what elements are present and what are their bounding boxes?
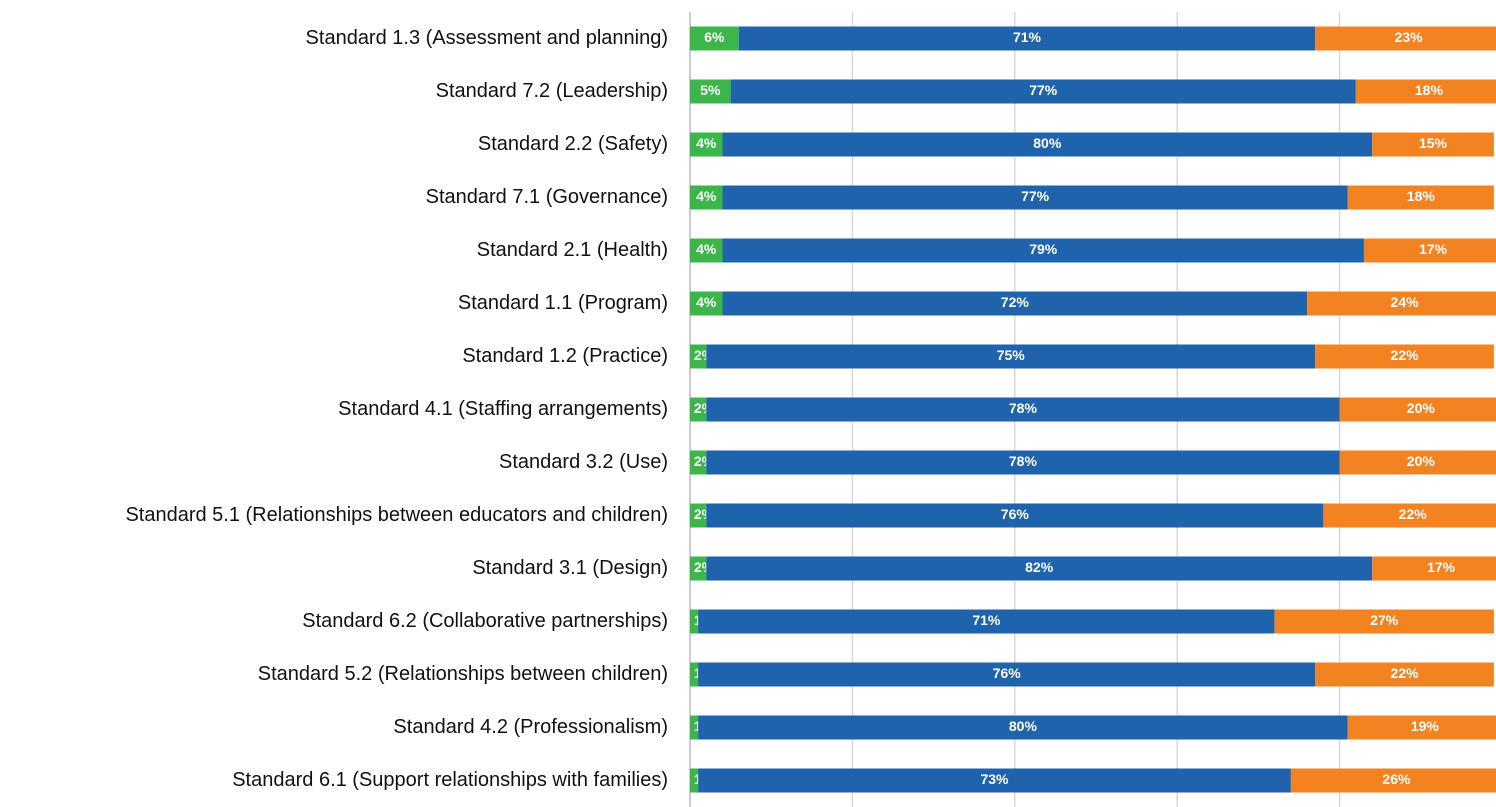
data-label: 17% bbox=[1419, 241, 1448, 257]
bar-segment bbox=[1339, 397, 1496, 422]
data-label: 73% bbox=[980, 771, 1009, 787]
data-label: 76% bbox=[1001, 506, 1030, 522]
y-tick-label: Standard 2.1 (Health) bbox=[477, 239, 668, 261]
bar-segment bbox=[690, 238, 723, 263]
data-label: 17% bbox=[1427, 559, 1456, 575]
y-tick-label: Standard 3.2 (Use) bbox=[499, 451, 668, 473]
bar-segment bbox=[1315, 662, 1494, 687]
bar-segment bbox=[1372, 556, 1496, 581]
data-label: 4% bbox=[696, 135, 717, 151]
y-tick-label: Standard 5.2 (Relationships between chil… bbox=[258, 663, 668, 685]
bar-segment bbox=[722, 291, 1308, 316]
bar-segment bbox=[730, 79, 1356, 104]
y-tick-label: Standard 1.2 (Practice) bbox=[462, 345, 668, 367]
y-tick-label: Standard 7.1 (Governance) bbox=[426, 186, 668, 208]
data-label: 4% bbox=[696, 188, 717, 204]
y-tick-label: Standard 4.2 (Professionalism) bbox=[393, 716, 668, 738]
bar-segment bbox=[1347, 185, 1494, 210]
bar-segment bbox=[1363, 238, 1496, 263]
bar-segment bbox=[690, 132, 723, 157]
bar-segment bbox=[690, 556, 707, 581]
bar-segment bbox=[722, 238, 1364, 263]
bar-segment bbox=[1315, 344, 1494, 369]
bar-segment bbox=[706, 344, 1316, 369]
data-label: 18% bbox=[1407, 188, 1436, 204]
bar-segment bbox=[690, 768, 699, 793]
bar-segment bbox=[1372, 132, 1494, 157]
data-label: 76% bbox=[993, 665, 1022, 681]
data-label: 15% bbox=[1419, 135, 1448, 151]
bar-segment bbox=[690, 185, 723, 210]
data-label: 22% bbox=[1391, 347, 1420, 363]
bar-segment bbox=[1290, 768, 1496, 793]
data-label: 23% bbox=[1395, 29, 1424, 45]
y-tick-label: Standard 3.1 (Design) bbox=[472, 557, 668, 579]
bar-segment bbox=[706, 503, 1324, 528]
data-label: 24% bbox=[1391, 294, 1420, 310]
y-tick-label: Standard 2.2 (Safety) bbox=[478, 133, 668, 155]
bar-segment bbox=[690, 609, 699, 634]
bar-segment bbox=[690, 450, 707, 475]
bar-segment bbox=[690, 344, 707, 369]
bar-segment bbox=[690, 291, 723, 316]
bar-segment bbox=[698, 715, 1348, 740]
data-label: 22% bbox=[1391, 665, 1420, 681]
y-tick-label: Standard 6.1 (Support relationships with… bbox=[232, 769, 668, 791]
bar-segment bbox=[690, 715, 699, 740]
bar-segment bbox=[738, 26, 1316, 51]
bar-segment bbox=[698, 662, 1316, 687]
data-label: 78% bbox=[1009, 453, 1038, 469]
bar-segment bbox=[698, 609, 1275, 634]
data-label: 82% bbox=[1025, 559, 1054, 575]
bar-segment bbox=[698, 768, 1291, 793]
bar-segment bbox=[722, 132, 1373, 157]
bar-segment bbox=[1347, 715, 1496, 740]
data-label: 20% bbox=[1407, 400, 1436, 416]
bar-segment bbox=[1323, 503, 1496, 528]
data-label: 77% bbox=[1021, 188, 1050, 204]
bar-segment bbox=[690, 662, 699, 687]
data-label: 4% bbox=[696, 241, 717, 257]
y-tick-label: Standard 7.2 (Leadership) bbox=[436, 80, 668, 102]
bar-segment bbox=[1339, 450, 1496, 475]
bar-segment bbox=[1355, 79, 1496, 104]
data-label: 71% bbox=[1013, 29, 1042, 45]
bar-segment bbox=[690, 26, 739, 51]
bar-segment bbox=[722, 185, 1348, 210]
data-label: 22% bbox=[1399, 506, 1428, 522]
bar-segment bbox=[706, 397, 1340, 422]
data-label: 6% bbox=[704, 29, 725, 45]
data-label: 77% bbox=[1029, 82, 1058, 98]
bar-segment bbox=[690, 79, 731, 104]
data-label: 79% bbox=[1029, 241, 1058, 257]
data-label: 5% bbox=[700, 82, 721, 98]
bar-segment bbox=[1274, 609, 1494, 634]
bar-segment bbox=[1307, 291, 1496, 316]
data-label: 78% bbox=[1009, 400, 1038, 416]
bar-segment bbox=[690, 503, 707, 528]
y-tick-label: Standard 1.3 (Assessment and planning) bbox=[306, 27, 668, 49]
data-label: 75% bbox=[997, 347, 1026, 363]
data-label: 80% bbox=[1033, 135, 1062, 151]
data-label: 72% bbox=[1001, 294, 1030, 310]
bar-segment bbox=[690, 397, 707, 422]
data-label: 71% bbox=[972, 612, 1001, 628]
bar-segment bbox=[1315, 26, 1496, 51]
bar-segment bbox=[706, 450, 1340, 475]
y-tick-label: Standard 6.2 (Collaborative partnerships… bbox=[302, 610, 668, 632]
data-label: 26% bbox=[1382, 771, 1411, 787]
y-tick-label: Standard 4.1 (Staffing arrangements) bbox=[338, 398, 668, 420]
data-label: 18% bbox=[1415, 82, 1444, 98]
data-label: 80% bbox=[1009, 718, 1038, 734]
y-tick-label: Standard 1.1 (Program) bbox=[458, 292, 668, 314]
data-label: 4% bbox=[696, 294, 717, 310]
data-label: 19% bbox=[1411, 718, 1440, 734]
data-label: 27% bbox=[1370, 612, 1399, 628]
bar-segment bbox=[706, 556, 1373, 581]
y-tick-label: Standard 5.1 (Relationships between educ… bbox=[125, 504, 668, 526]
data-label: 20% bbox=[1407, 453, 1436, 469]
